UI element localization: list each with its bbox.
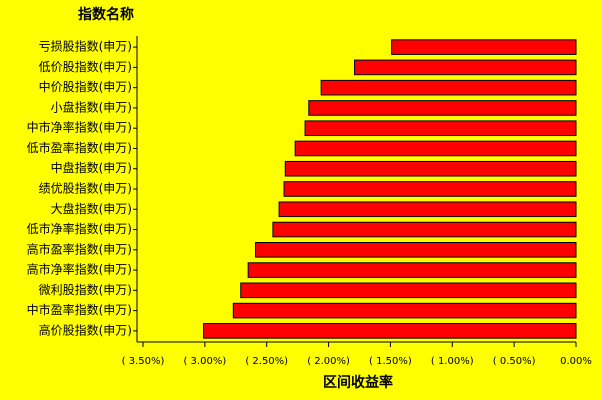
x-tick-label: 0.00%: [560, 356, 592, 367]
bar: [284, 160, 577, 177]
y-tick-label: 绩优股指数(申万): [39, 181, 132, 196]
y-tick-label: 中价股指数(申万): [39, 79, 132, 94]
x-tick-label: ( 1.00%): [431, 356, 474, 367]
bar: [294, 140, 577, 157]
y-tick-label: 微利股指数(申万): [39, 282, 132, 297]
x-tick-label: ( 2.50%): [245, 356, 288, 367]
x-tick-label: ( 2.00%): [307, 356, 350, 367]
y-tick-label: 低市净率指数(申万): [27, 221, 132, 236]
bar: [255, 242, 577, 258]
y-tick-label: 低市盈率指数(申万): [27, 140, 132, 155]
y-tick-label: 低价股指数(申万): [39, 59, 132, 74]
x-tick-label: ( 3.50%): [122, 356, 165, 367]
bar: [308, 100, 577, 116]
y-tick-label: 高市净率指数(申万): [27, 262, 132, 277]
x-axis-title: 区间收益率: [323, 374, 393, 391]
y-tick-label: 中市净率指数(申万): [27, 120, 132, 135]
y-tick-label: 中市盈率指数(申万): [27, 302, 132, 317]
x-tick-label: ( 0.50%): [493, 356, 536, 367]
bar: [283, 181, 577, 197]
y-tick-label: 高市盈率指数(申万): [27, 241, 132, 256]
bar: [247, 262, 577, 278]
bar: [232, 302, 577, 319]
y-tick-label: 高价股指数(申万): [39, 322, 132, 337]
bar: [304, 120, 577, 136]
bar: [354, 59, 577, 76]
y-tick-label: 小盘指数(申万): [51, 99, 132, 114]
bar: [240, 282, 577, 299]
y-tick-label: 中盘指数(申万): [51, 160, 132, 175]
chart-title: 指数名称: [78, 6, 134, 23]
bar: [320, 79, 577, 96]
bar: [391, 39, 577, 55]
x-tick-label: ( 3.00%): [183, 356, 226, 367]
x-tick-label: ( 1.50%): [369, 356, 412, 367]
bar: [203, 323, 577, 339]
bar: [272, 221, 577, 238]
bar: [278, 201, 577, 218]
y-tick-label: 大盘指数(申万): [51, 201, 132, 216]
y-tick-label: 亏损股指数(申万): [39, 39, 132, 54]
